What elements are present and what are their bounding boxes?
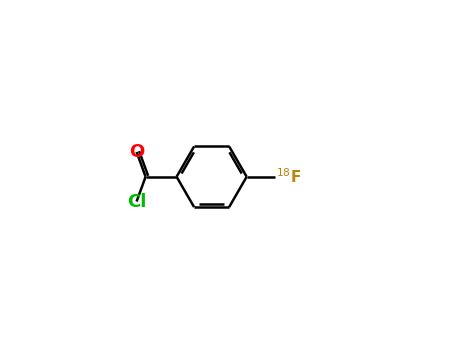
Text: Cl: Cl [127,193,146,210]
Text: $^{18}$F: $^{18}$F [276,167,301,186]
Text: O: O [129,143,144,161]
